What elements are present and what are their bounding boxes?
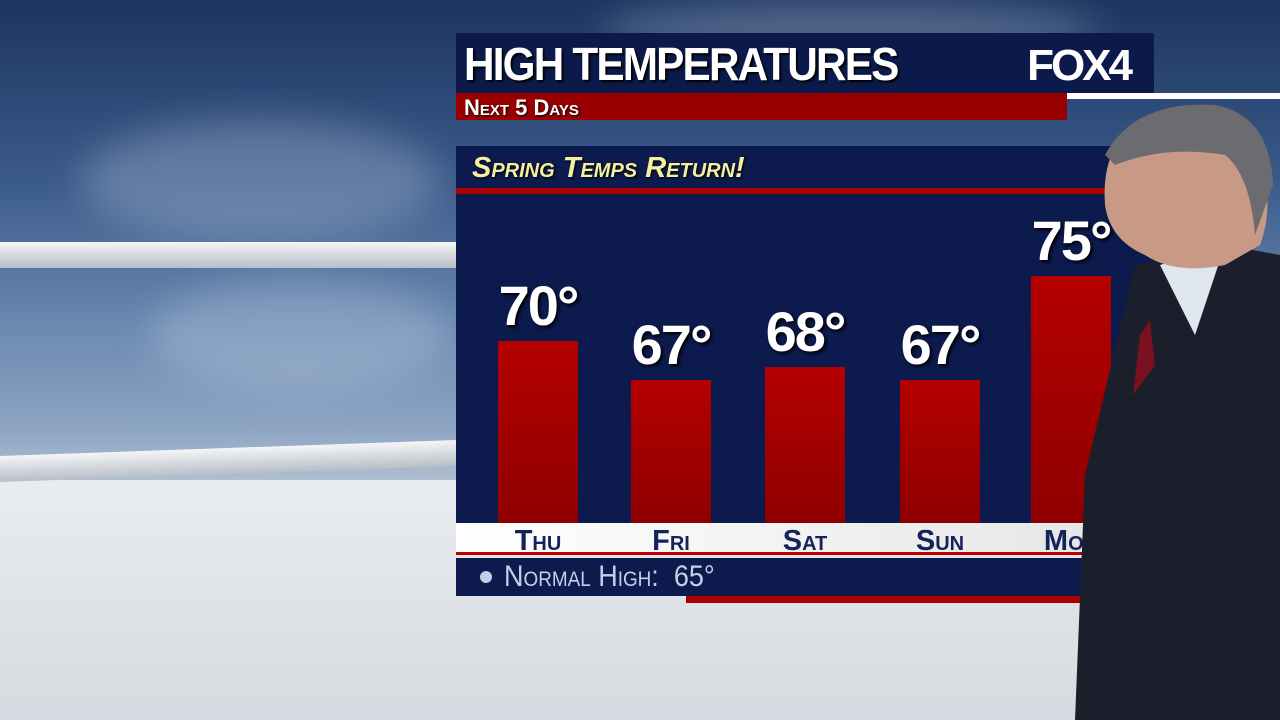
fox4-logo: FOX4 xyxy=(1027,41,1133,90)
normal-high-label: Normal High: xyxy=(504,560,659,593)
graphic-subtitle: Next 5 Days xyxy=(464,95,579,120)
day-label: Sun xyxy=(915,525,965,557)
studio-rail xyxy=(0,440,456,482)
graphic-title: High Temperatures xyxy=(464,38,899,90)
value-label: 67° xyxy=(900,313,982,376)
value-label: 68° xyxy=(765,300,847,363)
bar-sat xyxy=(765,367,845,523)
divider xyxy=(456,188,1116,194)
studio-rail xyxy=(0,242,456,268)
bullet-icon xyxy=(480,571,492,583)
value-label: 67° xyxy=(631,313,713,376)
bar-thu xyxy=(498,341,578,523)
day-labels-bar: Thu Fri Sat Sun Mon xyxy=(456,523,1106,557)
value-label: 75° xyxy=(1031,209,1113,272)
divider xyxy=(1067,93,1280,99)
normal-high-bar: Normal High: 65° xyxy=(456,558,1106,596)
value-label: 70° xyxy=(498,274,580,337)
title-bar: High Temperatures FOX4 xyxy=(456,33,1154,93)
day-label: Sat xyxy=(782,525,828,557)
headline: Spring Temps Return! xyxy=(472,152,745,184)
cloud xyxy=(150,280,450,390)
subtitle-bar: Next 5 Days xyxy=(456,93,1067,120)
normal-high-value: 65° xyxy=(673,560,715,593)
presenter xyxy=(1075,104,1280,720)
bar-sun xyxy=(900,380,980,523)
bar-fri xyxy=(631,380,711,523)
cloud xyxy=(80,120,440,240)
normal-high-text: Normal High: 65° xyxy=(504,560,715,594)
day-label: Thu xyxy=(514,525,562,557)
divider xyxy=(686,596,1106,603)
chart-panel: Spring Temps Return! 70° 67° 68° 67° 75° xyxy=(456,146,1156,523)
day-label: Fri xyxy=(652,525,690,557)
